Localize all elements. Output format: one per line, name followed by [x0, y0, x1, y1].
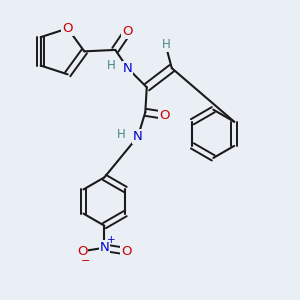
Text: O: O: [121, 245, 132, 258]
Text: N: N: [123, 61, 133, 75]
Text: +: +: [106, 235, 115, 244]
Text: O: O: [159, 109, 170, 122]
Text: N: N: [133, 130, 143, 143]
Text: −: −: [80, 256, 90, 266]
Text: H: H: [117, 128, 126, 142]
Text: O: O: [62, 22, 73, 35]
Text: O: O: [122, 25, 133, 38]
Text: H: H: [107, 59, 116, 72]
Text: O: O: [77, 245, 88, 258]
Text: N: N: [100, 241, 109, 254]
Text: H: H: [161, 38, 170, 51]
